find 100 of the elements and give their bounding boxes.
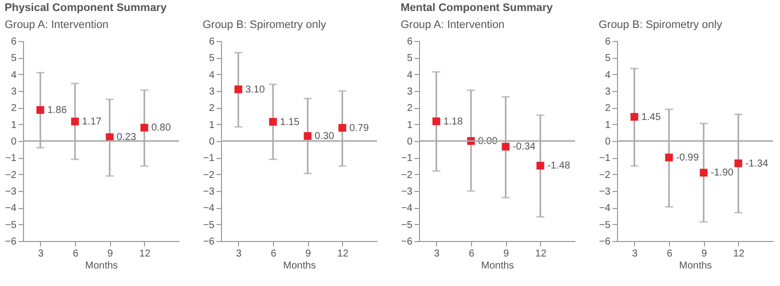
data-label: -1.90 [710, 168, 734, 179]
y-tick-label: −5 [203, 220, 215, 231]
y-tick-label: 2 [208, 103, 215, 114]
x-axis-title: Months [481, 260, 514, 272]
x-tick-label: 12 [139, 248, 151, 260]
x-tick-label: 9 [503, 248, 510, 260]
y-tick-label: 0 [10, 136, 17, 148]
x-tick-label: 9 [107, 248, 114, 260]
point [432, 117, 440, 126]
y-tick-label: −3 [401, 186, 413, 198]
x-tick-label: 3 [236, 248, 242, 260]
data-label: 0.80 [151, 122, 172, 134]
y-tick-label: 2 [10, 103, 17, 114]
y-tick-label: −2 [5, 170, 17, 181]
x-axis-title: Months [283, 260, 316, 272]
y-tick-label: 2 [604, 103, 611, 114]
data-label: -0.34 [512, 142, 536, 153]
y-tick-label: −5 [599, 220, 611, 231]
y-tick-label: −1 [203, 153, 215, 164]
data-label: 0.79 [349, 122, 370, 134]
y-tick-label: 4 [10, 70, 17, 81]
point [700, 168, 708, 177]
data-label: 3.10 [245, 84, 266, 96]
data-label: 1.45 [641, 112, 662, 123]
chart-subtitle: Group B: Spirometry only [598, 19, 723, 31]
y-tick-label: −4 [401, 203, 413, 214]
y-tick-label: 1 [604, 120, 611, 131]
y-tick-label: 5 [604, 53, 611, 64]
point [71, 118, 79, 126]
y-tick-label: 1 [10, 120, 17, 131]
x-tick-label: 6 [666, 248, 673, 260]
y-tick-label: −6 [203, 236, 215, 248]
y-tick-label: 0 [406, 136, 413, 148]
point [338, 124, 346, 132]
point [630, 112, 638, 121]
y-tick-label: 1 [406, 120, 413, 131]
y-tick-label: −5 [5, 220, 17, 231]
y-tick-label: 0 [604, 136, 611, 148]
x-tick-label: 9 [305, 248, 312, 260]
y-tick-label: 5 [406, 53, 413, 64]
data-label: 0.30 [314, 131, 335, 142]
y-tick-label: 4 [604, 70, 611, 81]
y-tick-label: 1 [208, 120, 215, 131]
x-tick-label: 3 [632, 248, 638, 260]
y-tick-label: −4 [599, 203, 611, 214]
point [734, 159, 742, 168]
x-tick-label: 9 [701, 248, 708, 260]
y-tick-label: −6 [5, 236, 17, 248]
x-tick-label: 12 [535, 248, 547, 260]
point [304, 132, 312, 140]
point [269, 118, 277, 126]
y-tick-label: −1 [401, 153, 413, 164]
y-tick-label: −2 [401, 170, 413, 181]
data-label: 1.17 [82, 116, 102, 128]
data-label: 1.18 [443, 116, 464, 128]
y-tick-label: −3 [599, 186, 611, 198]
point [140, 124, 148, 132]
point [502, 142, 510, 151]
y-tick-label: 4 [406, 70, 413, 81]
x-tick-label: 6 [72, 248, 79, 260]
y-tick-label: −6 [599, 236, 611, 248]
point [234, 85, 242, 94]
y-tick-label: 2 [406, 103, 413, 114]
chart-subtitle: Group A: Intervention [4, 19, 109, 31]
x-tick-label: 6 [468, 248, 475, 260]
y-tick-label: 4 [208, 70, 215, 81]
y-tick-label: 6 [406, 36, 413, 48]
chart-title: Mental Component Summary [400, 2, 554, 14]
data-label: 1.15 [280, 116, 300, 128]
x-tick-label: 12 [733, 248, 745, 260]
chart-subtitle: Group A: Intervention [400, 19, 505, 31]
x-tick-label: 12 [337, 248, 349, 260]
y-tick-label: −5 [401, 220, 413, 231]
x-tick-label: 6 [270, 248, 277, 260]
y-tick-label: −1 [599, 153, 611, 164]
y-tick-label: 0 [208, 136, 215, 148]
y-tick-label: 3 [10, 86, 17, 98]
y-tick-label: −2 [599, 170, 611, 181]
x-tick-label: 3 [434, 248, 440, 260]
data-label: 1.86 [47, 105, 68, 116]
point [36, 106, 44, 114]
x-tick-label: 3 [38, 248, 44, 260]
y-tick-label: 6 [604, 36, 611, 48]
data-label: 0.23 [116, 132, 137, 144]
y-tick-label: 3 [604, 86, 611, 98]
point [536, 162, 544, 170]
y-tick-label: −4 [5, 203, 17, 214]
data-label: -1.48 [547, 160, 571, 172]
y-tick-label: −4 [203, 203, 215, 214]
y-tick-label: −3 [203, 186, 215, 198]
x-axis-title: Months [85, 260, 118, 272]
y-tick-label: −2 [203, 170, 215, 181]
y-tick-label: −6 [401, 236, 413, 248]
y-tick-label: 6 [10, 36, 17, 48]
y-tick-label: 3 [406, 86, 413, 98]
data-label: -1.34 [745, 158, 769, 170]
y-tick-label: 5 [10, 53, 17, 64]
y-tick-label: −3 [5, 186, 17, 198]
y-tick-label: −1 [5, 153, 17, 164]
x-axis-title: Months [679, 260, 712, 272]
